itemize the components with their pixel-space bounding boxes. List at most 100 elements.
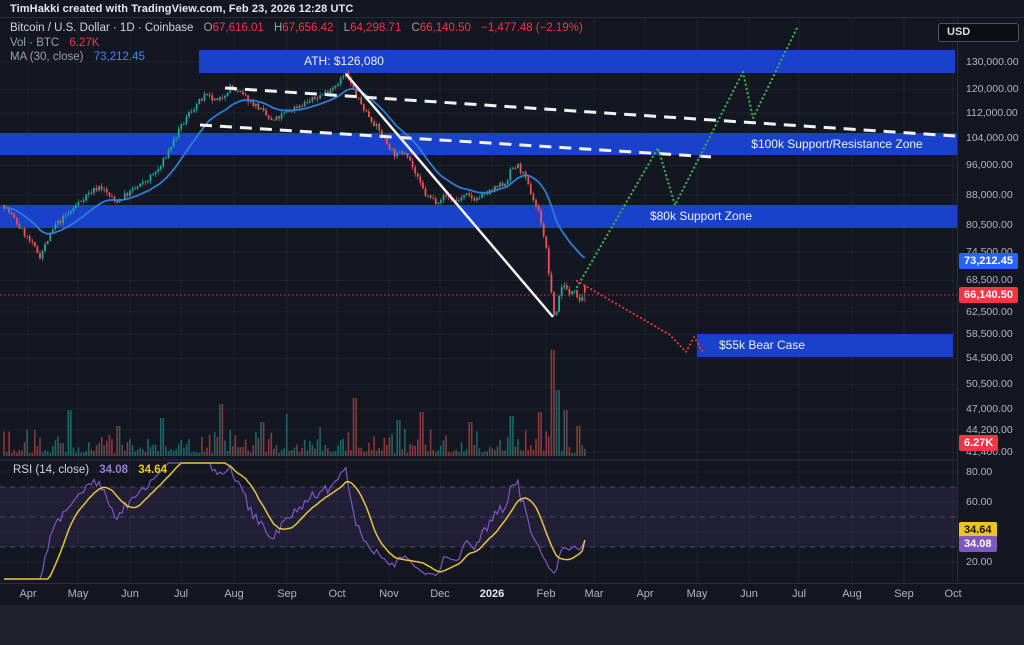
volume-bar bbox=[285, 414, 288, 456]
candle bbox=[496, 185, 499, 188]
candle bbox=[136, 186, 139, 189]
volume-bar bbox=[355, 398, 357, 456]
candle bbox=[72, 208, 75, 212]
volume-bar bbox=[427, 451, 429, 456]
candle bbox=[463, 194, 465, 198]
candle bbox=[111, 196, 113, 197]
candle bbox=[201, 99, 203, 101]
volume-bar bbox=[190, 452, 193, 456]
rsi-tick-label: 80.00 bbox=[966, 466, 993, 478]
candle bbox=[237, 90, 239, 92]
symbol-legend[interactable]: Bitcoin / U.S. Dollar · 1D · Coinbase O6… bbox=[10, 22, 583, 34]
candle bbox=[555, 311, 558, 316]
volume-bar bbox=[265, 451, 267, 456]
time-tick-label[interactable]: May bbox=[67, 588, 89, 600]
candle bbox=[578, 297, 581, 301]
candle bbox=[306, 102, 309, 103]
last-price-chip: 66,140.50 bbox=[959, 287, 1018, 303]
price-tick-label: 104,000.00 bbox=[966, 132, 1019, 145]
volume-bar bbox=[162, 418, 165, 456]
candle bbox=[206, 93, 208, 95]
candle bbox=[59, 221, 62, 224]
candle bbox=[494, 185, 496, 191]
volume-bar bbox=[581, 444, 584, 456]
downtrend-line bbox=[345, 73, 554, 318]
time-tick-label[interactable]: May bbox=[686, 588, 708, 600]
volume-bar bbox=[229, 429, 231, 456]
rsi-legend[interactable]: RSI (14, close) 34.08 34.64 bbox=[13, 464, 167, 476]
candle bbox=[80, 201, 82, 202]
volume-legend[interactable]: Vol · BTC 6.27K bbox=[10, 37, 99, 49]
time-tick-label[interactable]: Aug bbox=[224, 588, 244, 600]
time-tick-label[interactable]: Jun bbox=[740, 588, 758, 600]
volume-bar bbox=[301, 447, 303, 456]
candle bbox=[116, 201, 118, 203]
volume-bar bbox=[116, 426, 118, 456]
candle bbox=[473, 198, 476, 201]
candle bbox=[360, 97, 363, 105]
volume-bar bbox=[584, 449, 586, 456]
candle bbox=[522, 171, 524, 173]
volume-bar bbox=[352, 398, 355, 456]
time-tick-label[interactable]: 2026 bbox=[479, 588, 505, 600]
candle bbox=[432, 197, 435, 199]
time-tick-label[interactable]: Oct bbox=[328, 588, 346, 600]
candle bbox=[51, 229, 54, 233]
time-tick-label[interactable]: Oct bbox=[944, 588, 962, 600]
volume-bar bbox=[450, 452, 452, 456]
volume-bar bbox=[512, 416, 514, 456]
volume-bar bbox=[342, 438, 344, 456]
time-tick-label[interactable]: Aug bbox=[842, 588, 862, 600]
zone-label: $100k Support/Resistance Zone bbox=[751, 137, 923, 151]
volume-bar bbox=[563, 410, 566, 456]
ma-legend[interactable]: MA (30, close) 73,212.45 bbox=[10, 51, 145, 63]
time-tick-label[interactable]: Jun bbox=[121, 588, 139, 600]
volume-bar bbox=[5, 451, 8, 456]
candle bbox=[177, 128, 180, 138]
volume-bar bbox=[566, 410, 568, 456]
candle bbox=[460, 197, 463, 201]
candle bbox=[75, 205, 77, 209]
time-tick-label[interactable]: Apr bbox=[636, 588, 654, 600]
candle bbox=[314, 96, 316, 99]
volume-bar bbox=[23, 442, 26, 456]
volume-bar bbox=[80, 452, 82, 456]
candle bbox=[134, 188, 136, 190]
currency-button[interactable]: USD bbox=[938, 23, 1019, 42]
time-tick-label[interactable]: Apr bbox=[19, 588, 37, 600]
annotation-lines bbox=[0, 26, 957, 354]
volume-bar bbox=[95, 445, 98, 456]
candle bbox=[77, 201, 80, 206]
volume-bar bbox=[26, 430, 28, 456]
time-tick-label[interactable]: Dec bbox=[430, 588, 450, 600]
time-tick-label[interactable]: Sep bbox=[894, 588, 914, 600]
volume-bar bbox=[221, 404, 224, 456]
candle bbox=[167, 150, 170, 158]
candle bbox=[324, 91, 327, 95]
time-tick-label[interactable]: Sep bbox=[277, 588, 297, 600]
price-axis-separator bbox=[957, 19, 958, 583]
volume-bar bbox=[409, 443, 411, 456]
volume-bar bbox=[481, 452, 483, 456]
candle bbox=[419, 176, 422, 183]
volume-bar bbox=[57, 436, 59, 456]
price-tick-label: 50,500.00 bbox=[966, 378, 1013, 391]
candle bbox=[434, 198, 437, 204]
volume-bar bbox=[314, 448, 316, 456]
time-tick-label[interactable]: Mar bbox=[584, 588, 604, 600]
bear-projection-line bbox=[576, 280, 704, 354]
candle bbox=[342, 76, 345, 79]
volume-bar bbox=[70, 410, 72, 456]
time-tick-label[interactable]: Jul bbox=[173, 588, 189, 600]
candle bbox=[141, 181, 144, 184]
volume-bar bbox=[198, 453, 201, 456]
time-tick-label[interactable]: Nov bbox=[379, 588, 399, 600]
volume-bar bbox=[129, 438, 131, 456]
candle bbox=[301, 105, 303, 107]
candle bbox=[571, 291, 573, 295]
time-tick-label[interactable]: Jul bbox=[791, 588, 807, 600]
time-tick-label[interactable]: Feb bbox=[536, 588, 556, 600]
rsi-tick-label: 20.00 bbox=[966, 556, 993, 568]
volume-bar bbox=[21, 450, 23, 456]
